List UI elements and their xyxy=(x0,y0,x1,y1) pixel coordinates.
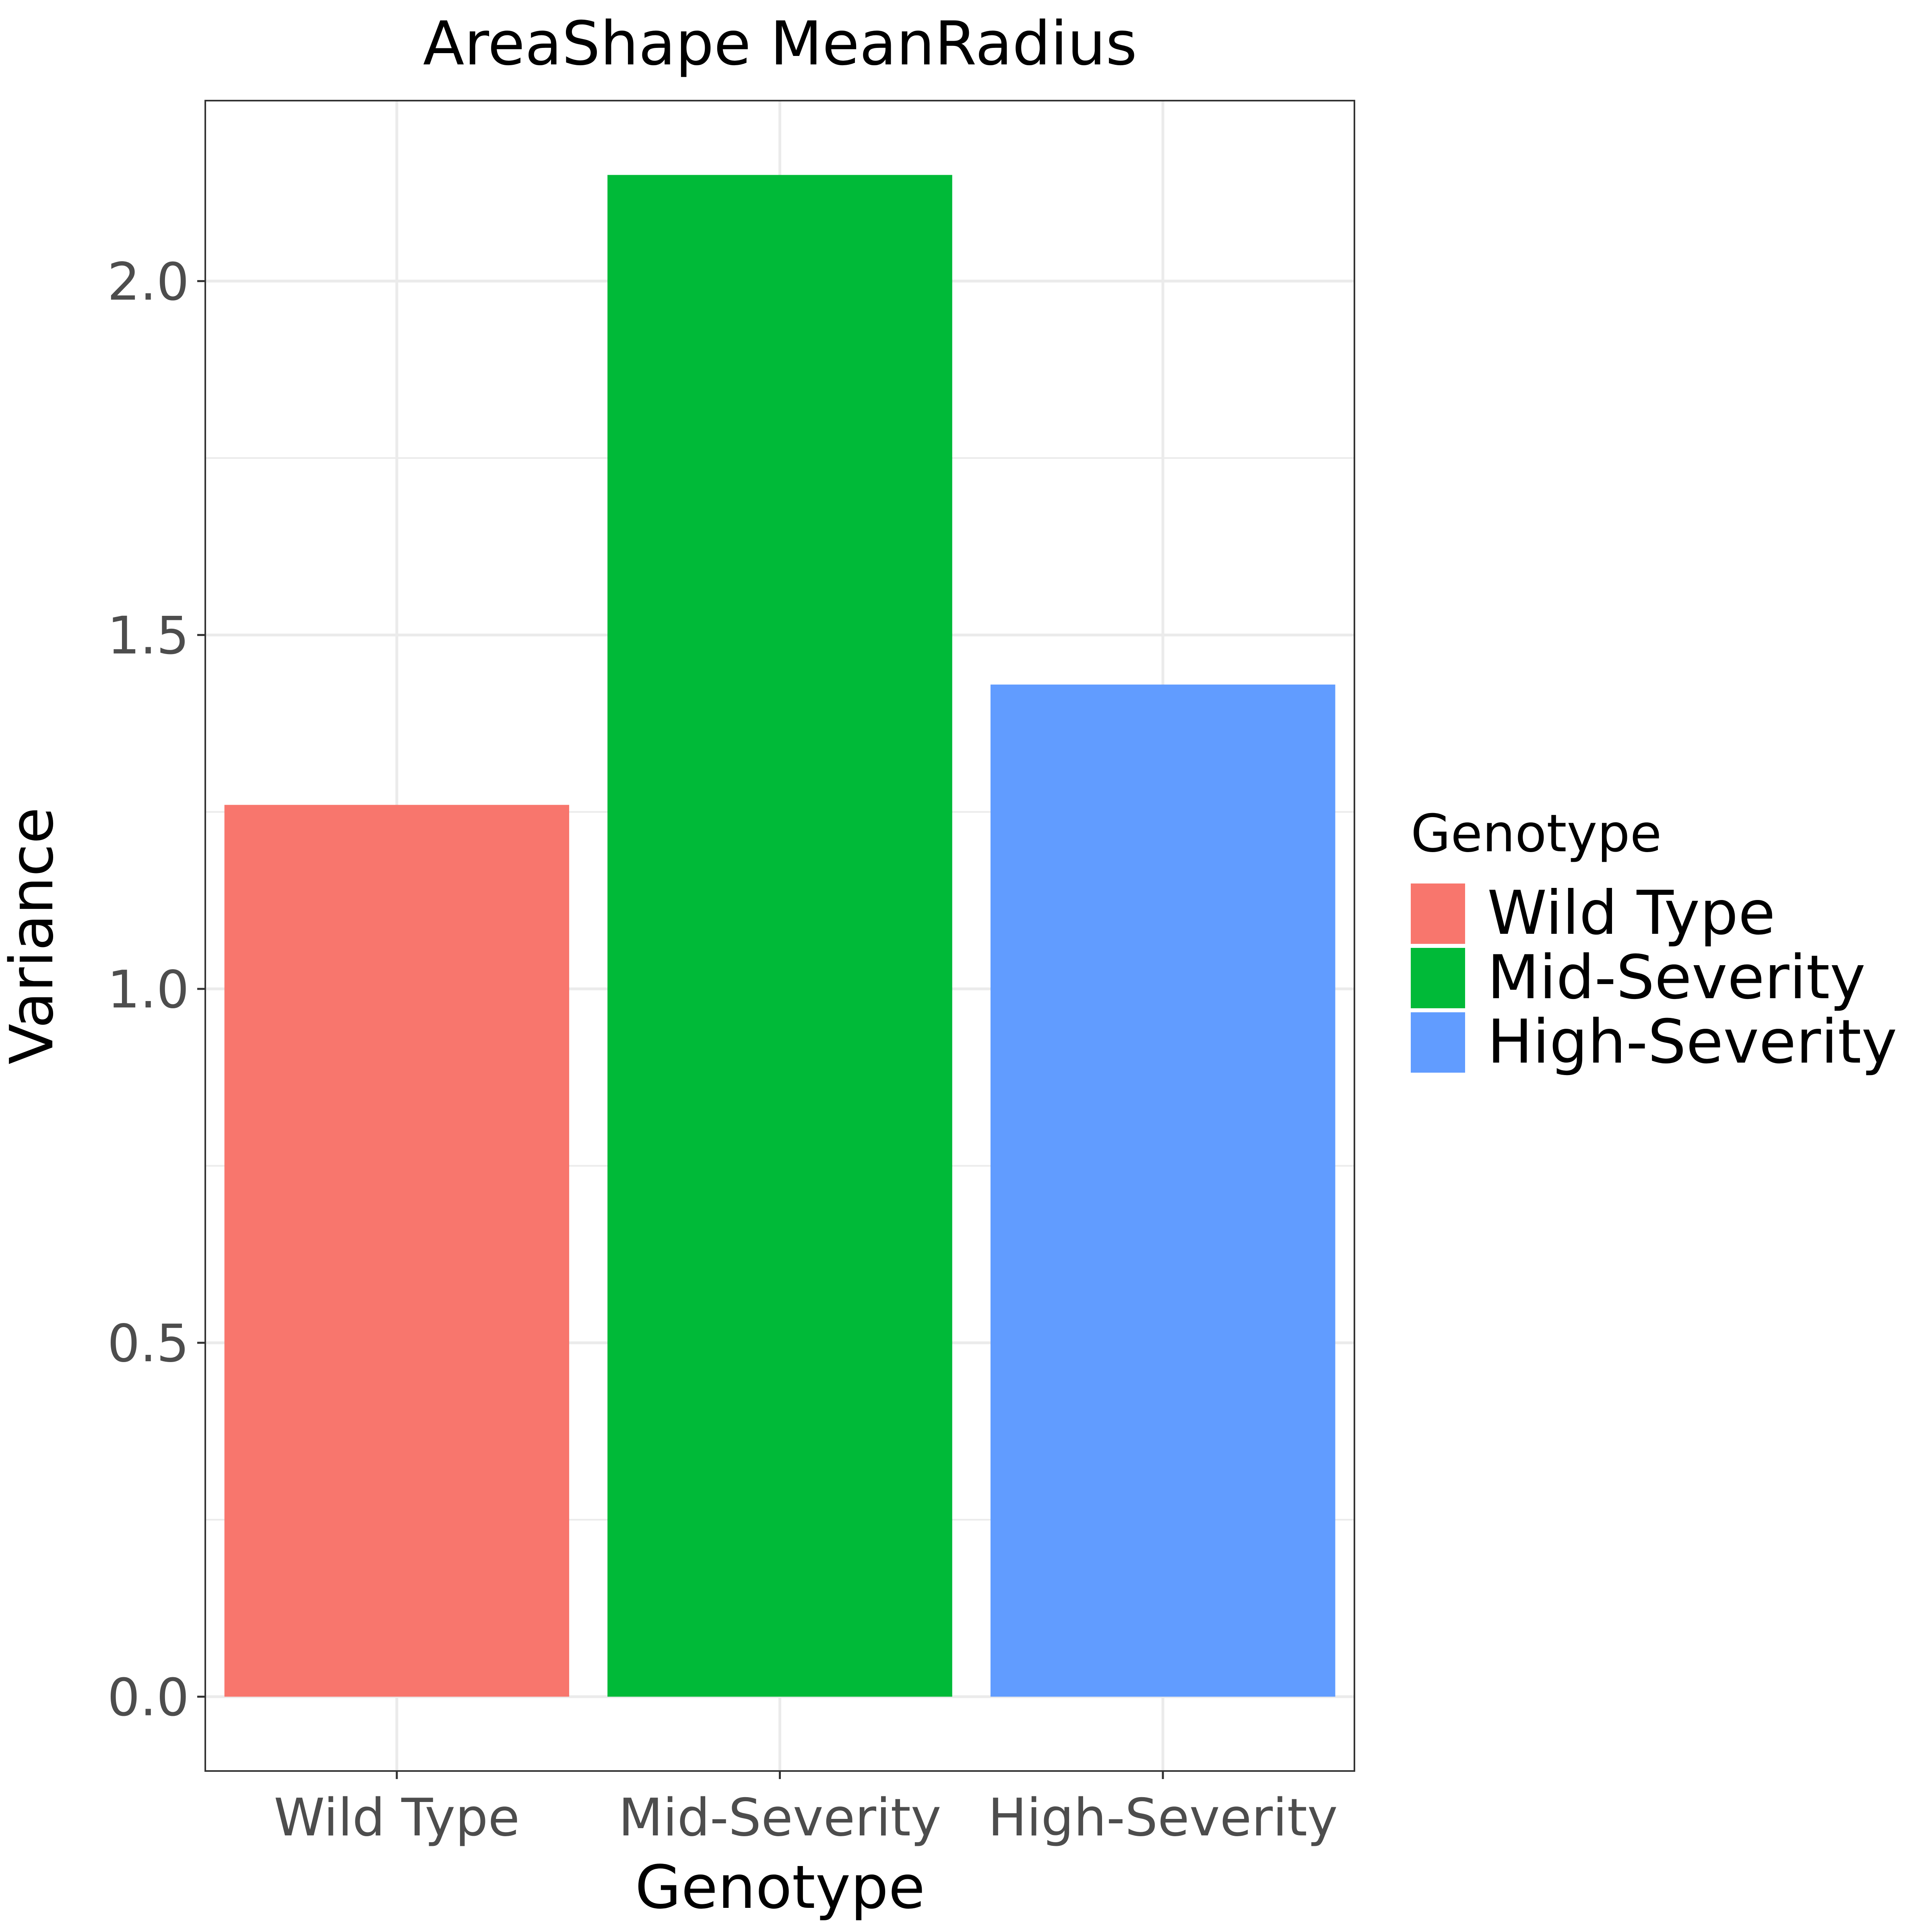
y-tick-label: 0.5 xyxy=(107,1314,189,1374)
x-tick-label: Wild Type xyxy=(274,1788,520,1848)
legend-title: Genotype xyxy=(1411,804,1662,864)
y-tick-label: 1.5 xyxy=(107,606,189,666)
bars xyxy=(224,175,1335,1697)
x-tick-label: Mid-Severity xyxy=(618,1788,941,1848)
legend-swatch xyxy=(1411,1012,1465,1073)
y-tick-label: 1.0 xyxy=(107,960,189,1020)
x-tick-label: High-Severity xyxy=(988,1788,1338,1848)
legend-swatch xyxy=(1411,883,1465,944)
legend: Genotype Wild TypeMid-SeverityHigh-Sever… xyxy=(1411,804,1897,1077)
x-axis-title: Genotype xyxy=(635,1853,925,1922)
legend-label: Mid-Severity xyxy=(1487,943,1866,1013)
x-axis: Wild Type Mid-Severity High-Severity xyxy=(274,1771,1338,1848)
bar-high-severity xyxy=(990,684,1335,1697)
bar-mid-severity xyxy=(607,175,952,1697)
plot-panel xyxy=(204,100,1355,1772)
legend-swatch xyxy=(1411,948,1465,1008)
legend-label: High-Severity xyxy=(1487,1007,1897,1077)
y-axis: 0.0 0.5 1.0 1.5 2.0 xyxy=(107,252,205,1728)
legend-label: Wild Type xyxy=(1487,878,1775,948)
y-axis-title: Variance xyxy=(0,807,66,1064)
y-tick-label: 0.0 xyxy=(107,1668,189,1728)
chart-title: AreaShape MeanRadius xyxy=(423,9,1137,79)
bar-wild-type xyxy=(224,805,570,1697)
y-tick-label: 2.0 xyxy=(107,252,189,312)
